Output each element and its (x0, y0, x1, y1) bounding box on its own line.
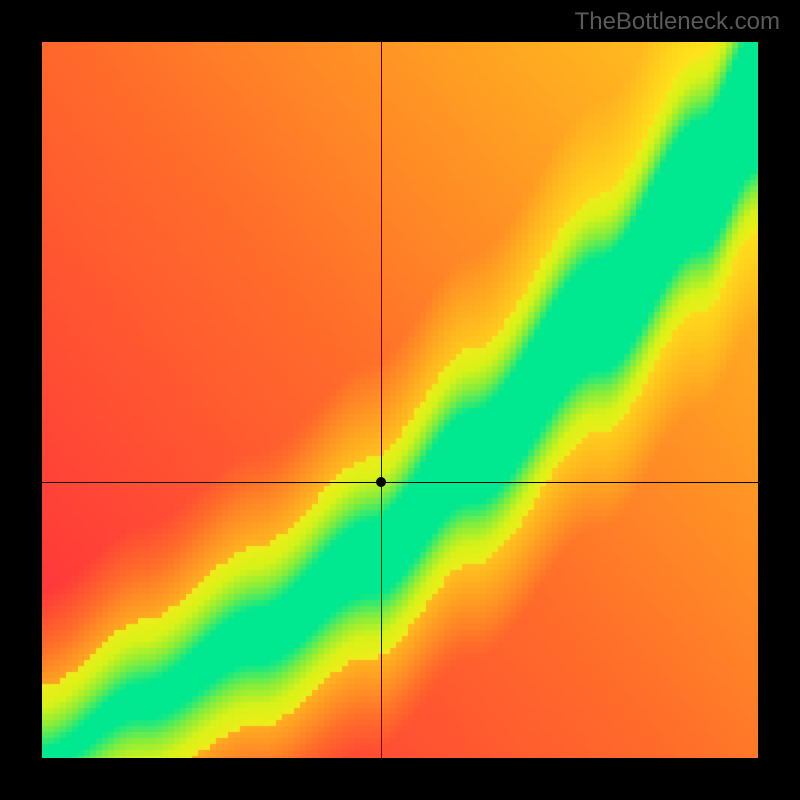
watermark-text: TheBottleneck.com (575, 8, 780, 36)
crosshair-point (376, 477, 386, 487)
crosshair-horizontal (42, 482, 758, 483)
crosshair-vertical (381, 42, 382, 758)
bottleneck-heatmap (42, 42, 758, 758)
heatmap-canvas (42, 42, 758, 758)
